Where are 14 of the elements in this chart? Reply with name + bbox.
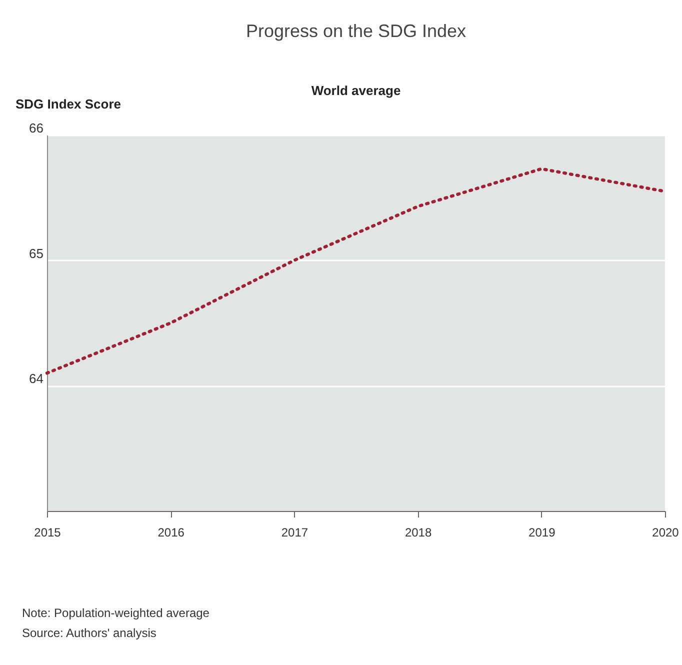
source-note: Source: Authors' analysis xyxy=(22,625,158,642)
y-axis-title: SDG Index Score xyxy=(16,96,121,112)
text: Note: Population-weighted average xyxy=(22,605,210,622)
chart-title: Progress on the SDG Index xyxy=(246,21,466,41)
x-tick-label: 2019 xyxy=(528,526,556,540)
x-tick-label: 2015 xyxy=(34,526,62,540)
x-tick-label: 2018 xyxy=(404,526,432,540)
x-tick-label: 2017 xyxy=(281,526,308,540)
chart-subtitle: World average xyxy=(311,83,401,98)
y-tick-label: 64 xyxy=(29,371,44,386)
y-tick-label: 66 xyxy=(29,120,44,136)
x-tick-label: 2016 xyxy=(158,526,185,540)
x-tick-label: 2020 xyxy=(652,526,680,540)
y-tick-label: 65 xyxy=(29,246,44,261)
